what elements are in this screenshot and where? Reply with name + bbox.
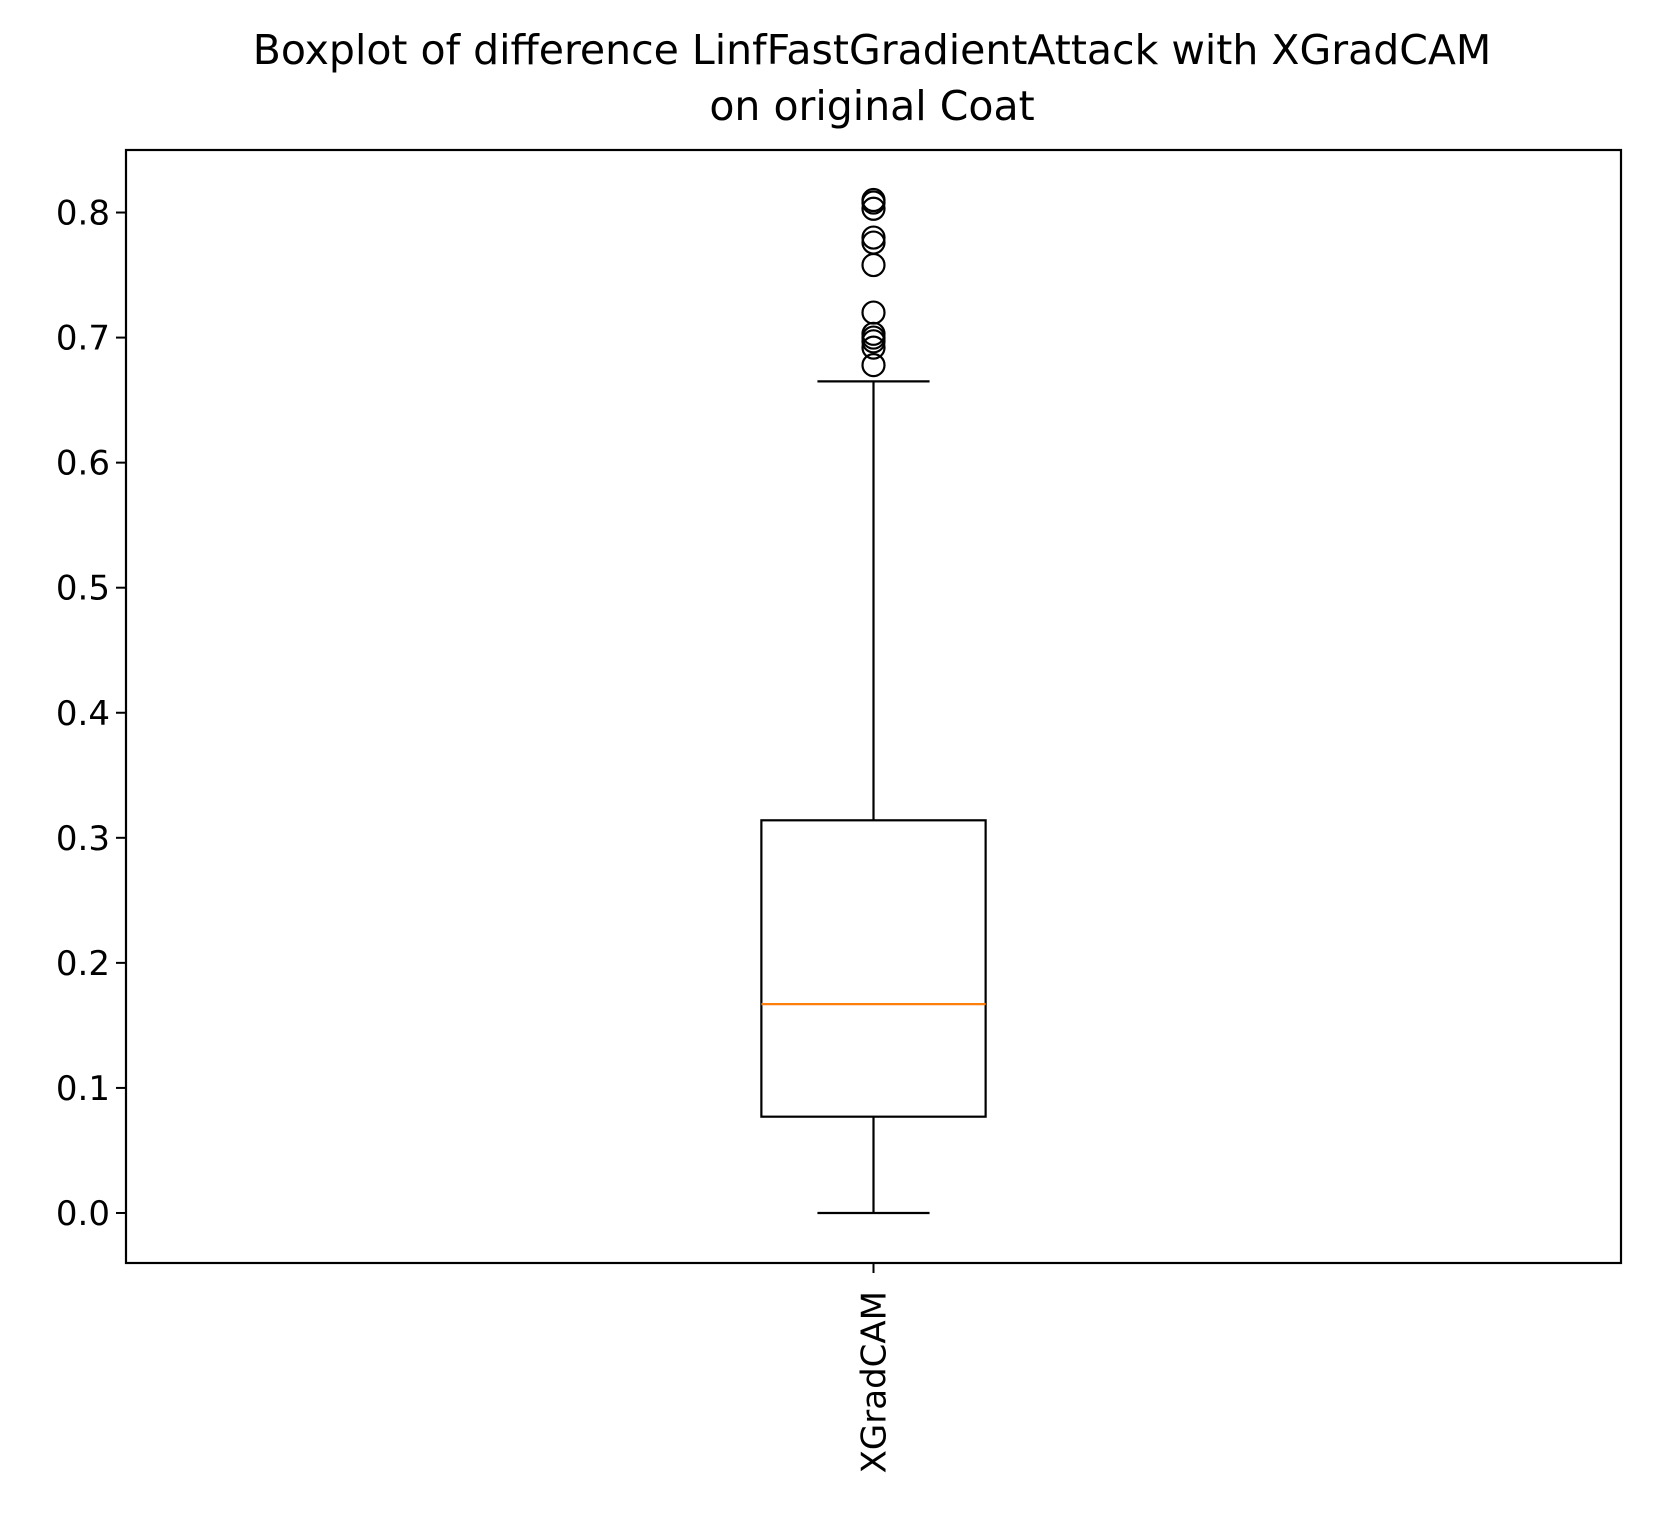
outlier-point	[861, 352, 886, 378]
outlier-point	[861, 300, 886, 325]
outlier-point	[861, 187, 886, 213]
y-tick-label: 0.5	[56, 569, 110, 609]
outlier-point	[861, 252, 886, 278]
chart-title-line-1: Boxplot of difference LinfFastGradientAt…	[253, 26, 1492, 74]
x-axis: XGradCAM	[855, 1263, 895, 1473]
outlier-point	[861, 225, 886, 250]
x-tick-label: XGradCAM	[855, 1291, 895, 1473]
y-axis: 0.0 0.1 0.2 0.3 0.4 0.5 0.6 0.7 0.8	[56, 194, 126, 1234]
y-tick-label: 0.2	[56, 944, 110, 984]
outlier-point	[861, 196, 886, 221]
boxes-layer	[760, 187, 987, 1215]
outlier-point	[861, 230, 886, 255]
chart-title-line-2: on original Coat	[709, 82, 1034, 130]
box-iqr	[760, 819, 987, 1118]
y-tick-label: 0.4	[56, 694, 110, 734]
y-tick-label: 0.7	[56, 319, 110, 359]
y-tick-label: 0.6	[56, 444, 110, 484]
outlier-point	[861, 335, 886, 360]
y-tick-label: 0.1	[56, 1069, 110, 1109]
y-tick-label: 0.0	[56, 1194, 110, 1234]
y-tick-label: 0.3	[56, 819, 110, 859]
y-tick-label: 0.8	[56, 194, 110, 234]
